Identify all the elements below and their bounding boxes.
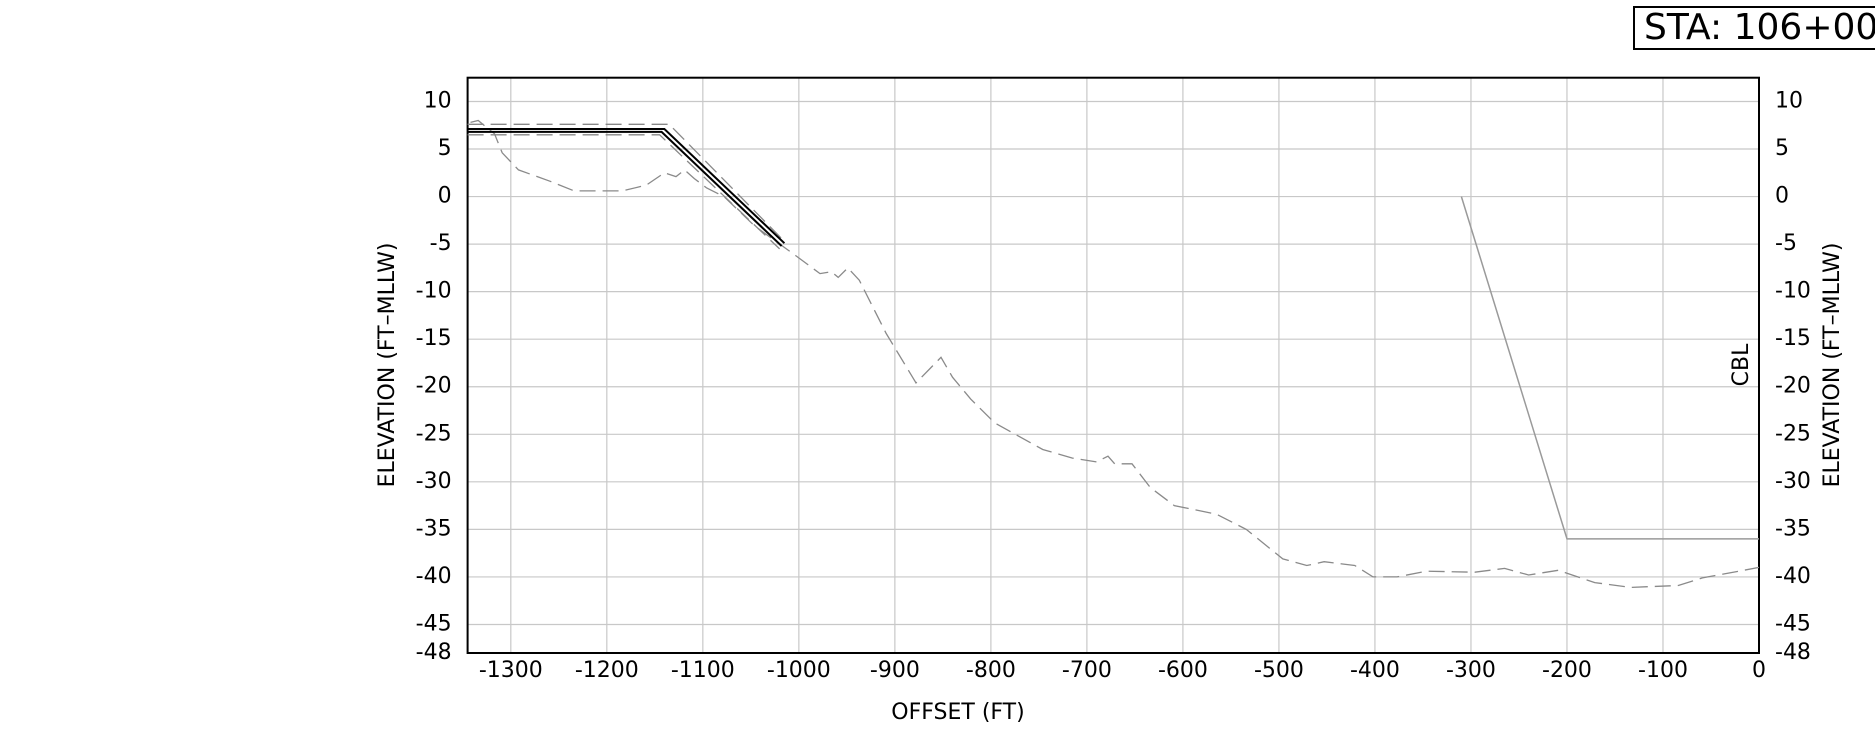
x-tick-label: -1300 bbox=[479, 658, 543, 683]
x-tick-label: -1100 bbox=[671, 658, 735, 683]
x-tick-label: -700 bbox=[1062, 658, 1112, 683]
y-tick-label: -48 bbox=[416, 640, 452, 665]
annotation: CBL bbox=[1729, 343, 1754, 386]
x-tick-label: -300 bbox=[1446, 658, 1496, 683]
x-tick-label: -800 bbox=[966, 658, 1016, 683]
y-tick-label: 5 bbox=[438, 136, 452, 161]
x-tick-label: -200 bbox=[1542, 658, 1592, 683]
y-axis-label-right: ELEVATION (FT–MLLW) bbox=[1820, 243, 1845, 488]
y-tick-label-right: 0 bbox=[1775, 184, 1789, 209]
y-tick-label: -20 bbox=[416, 374, 452, 399]
y-tick-label: -10 bbox=[416, 279, 452, 304]
y-tick-label: -40 bbox=[416, 564, 452, 589]
station-box bbox=[1633, 6, 1875, 50]
y-tick-label-right: -40 bbox=[1775, 564, 1811, 589]
y-tick-label-right: -35 bbox=[1775, 516, 1811, 541]
y-tick-label: -30 bbox=[416, 469, 452, 494]
x-tick-label: -1000 bbox=[767, 658, 831, 683]
series-line bbox=[467, 134, 781, 250]
y-tick-label-right: 5 bbox=[1775, 136, 1789, 161]
series-line bbox=[467, 130, 783, 247]
y-tick-label-right: 10 bbox=[1775, 88, 1803, 113]
series-line bbox=[467, 128, 786, 244]
y-tick-label-right: -10 bbox=[1775, 279, 1811, 304]
x-tick-label: -900 bbox=[870, 658, 920, 683]
x-tick-label: -600 bbox=[1158, 658, 1208, 683]
y-tick-label: -5 bbox=[430, 231, 452, 256]
y-tick-label-right: -48 bbox=[1775, 640, 1811, 665]
y-tick-label-right: -20 bbox=[1775, 374, 1811, 399]
y-tick-label-right: -25 bbox=[1775, 421, 1811, 446]
x-axis-label: OFFSET (FT) bbox=[891, 700, 1024, 725]
y-tick-label-right: -30 bbox=[1775, 469, 1811, 494]
y-tick-label: 0 bbox=[438, 184, 452, 209]
y-tick-label: -35 bbox=[416, 516, 452, 541]
series-line bbox=[470, 119, 1760, 589]
series-line bbox=[467, 123, 783, 240]
y-tick-label: -25 bbox=[416, 421, 452, 446]
x-tick-label: -400 bbox=[1350, 658, 1400, 683]
x-tick-label: -1200 bbox=[575, 658, 639, 683]
x-tick-label: -100 bbox=[1638, 658, 1688, 683]
y-tick-label: 10 bbox=[424, 88, 452, 113]
series-line bbox=[1460, 196, 1759, 540]
y-tick-label-right: -45 bbox=[1775, 611, 1811, 636]
y-axis-label: ELEVATION (FT–MLLW) bbox=[375, 243, 400, 488]
y-tick-label-right: -15 bbox=[1775, 326, 1811, 351]
x-tick-label: 0 bbox=[1752, 658, 1766, 683]
x-tick-label: -500 bbox=[1254, 658, 1304, 683]
y-tick-label: -45 bbox=[416, 611, 452, 636]
y-tick-label: -15 bbox=[416, 326, 452, 351]
station-label: STA: 106+00 bbox=[1644, 7, 1875, 48]
plot-frame bbox=[466, 76, 1761, 654]
y-tick-label-right: -5 bbox=[1775, 231, 1797, 256]
